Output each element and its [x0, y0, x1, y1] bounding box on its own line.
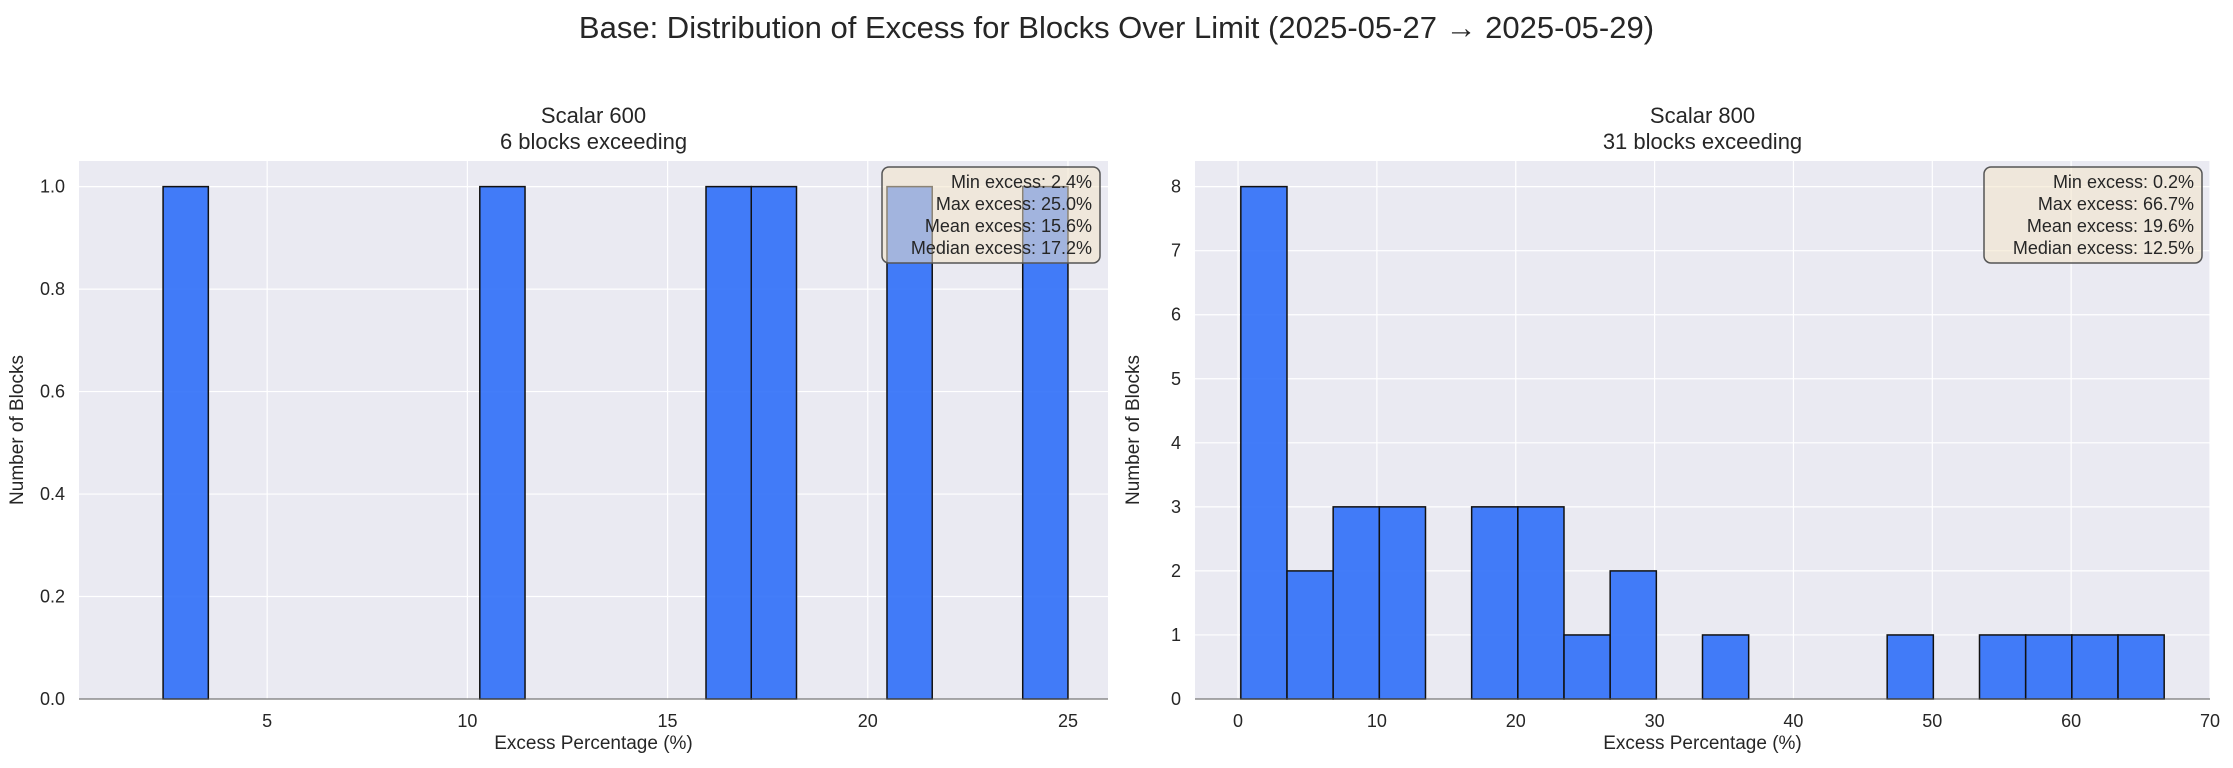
y-tick-label: 8	[1171, 177, 1181, 197]
histogram-bar	[1978, 634, 2027, 700]
stats-box	[881, 166, 1101, 264]
y-tick-label: 6	[1171, 305, 1181, 325]
y-axis-label: Number of Blocks	[1123, 355, 1144, 505]
stats-line: Min excess: 2.4%	[951, 172, 1092, 192]
histogram-bar	[1701, 634, 1750, 700]
histogram-bar	[162, 185, 210, 700]
y-tick-label: 0.4	[40, 484, 65, 504]
x-tick-label: 5	[262, 711, 272, 731]
panel-title: Scalar 600	[541, 103, 646, 128]
y-tick-label: 0.0	[40, 689, 65, 709]
x-tick-label: 70	[2200, 711, 2220, 731]
y-tick-label: 5	[1171, 369, 1181, 389]
y-tick-label: 3	[1171, 497, 1181, 517]
histogram-bar	[1563, 634, 1611, 700]
y-axis-label: Number of Blocks	[7, 355, 28, 505]
histogram-bar	[1286, 570, 1334, 700]
histogram-bar	[2024, 634, 2073, 700]
histogram-bar	[1470, 506, 1519, 700]
x-tick-label: 20	[858, 711, 878, 731]
x-tick-label: 50	[1922, 711, 1942, 731]
y-tick-label: 0.8	[40, 279, 65, 299]
x-tick-label: 60	[2061, 711, 2081, 731]
y-tick-label: 1.0	[40, 177, 65, 197]
stats-box	[1983, 166, 2203, 264]
histogram-bar	[1517, 506, 1565, 700]
histogram-bar	[1609, 570, 1658, 700]
histogram-bar	[705, 185, 753, 700]
histogram-bar	[1240, 185, 1288, 700]
figure-title: Base: Distribution of Excess for Blocks …	[578, 10, 1655, 45]
stats-line: Median excess: 12.5%	[2013, 238, 2194, 258]
histogram-bar	[750, 185, 798, 700]
y-tick-label: 0.2	[40, 587, 65, 607]
x-tick-label: 30	[1645, 711, 1665, 731]
stats-line: Max excess: 25.0%	[936, 194, 1092, 214]
histogram-bar	[479, 185, 526, 700]
histogram-bar	[1021, 185, 1069, 700]
x-axis-label: Excess Percentage (%)	[1603, 733, 1802, 754]
y-tick-label: 0.6	[40, 382, 65, 402]
stats-line: Mean excess: 19.6%	[2027, 216, 2194, 236]
histogram-bar	[1886, 634, 1935, 700]
histogram-bar	[2071, 634, 2119, 700]
histogram-bar	[886, 185, 933, 700]
x-tick-label: 20	[1506, 711, 1526, 731]
y-tick-label: 1	[1171, 625, 1181, 645]
x-axis-label: Excess Percentage (%)	[494, 733, 693, 754]
panel-subtitle: 31 blocks exceeding	[1603, 129, 1802, 154]
x-tick-label: 25	[1058, 711, 1078, 731]
y-tick-label: 0	[1171, 689, 1181, 709]
histogram-bar	[2117, 634, 2165, 700]
panel-subtitle: 6 blocks exceeding	[500, 129, 687, 154]
stats-line: Min excess: 0.2%	[2053, 172, 2194, 192]
y-tick-label: 2	[1171, 561, 1181, 581]
panel-title: Scalar 800	[1650, 103, 1755, 128]
x-tick-label: 40	[1783, 711, 1803, 731]
histogram-bar	[1332, 506, 1381, 700]
y-tick-label: 7	[1171, 241, 1181, 261]
x-tick-label: 10	[457, 711, 477, 731]
stats-line: Mean excess: 15.6%	[925, 216, 1092, 236]
x-tick-label: 0	[1233, 711, 1243, 731]
y-tick-label: 4	[1171, 433, 1181, 453]
x-tick-label: 10	[1367, 711, 1387, 731]
x-tick-label: 15	[658, 711, 678, 731]
stats-line: Median excess: 17.2%	[911, 238, 1092, 258]
histogram-bar	[1378, 506, 1427, 700]
stats-line: Max excess: 66.7%	[2038, 194, 2194, 214]
